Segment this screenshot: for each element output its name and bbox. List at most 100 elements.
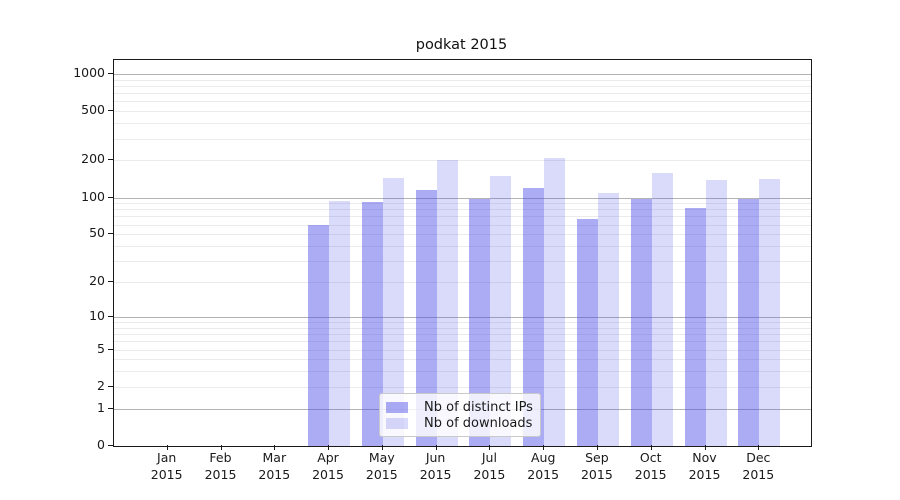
year-label: 2015 xyxy=(365,466,398,482)
month-name: Oct xyxy=(639,450,662,465)
year-label: 2015 xyxy=(688,466,721,482)
y-tick-mark xyxy=(108,110,113,112)
x-tick-mark xyxy=(596,445,598,450)
grid-line-major xyxy=(114,197,811,199)
grid-line-minor xyxy=(114,123,811,125)
y-tick-label: 20 xyxy=(89,273,105,288)
grid-line-minor xyxy=(114,371,811,373)
x-tick-label-sep: Sep 2015 xyxy=(565,450,629,483)
bar-distinct-ips-aug xyxy=(523,188,545,446)
month-name: Sep xyxy=(585,450,609,465)
legend-swatch-distinct-ips xyxy=(386,401,408,413)
bar-distinct-ips-oct xyxy=(630,198,652,446)
y-tick-mark xyxy=(108,72,113,74)
x-tick-label-may: May 2015 xyxy=(350,450,414,483)
month-name: Dec xyxy=(746,450,771,465)
month-name: Jun xyxy=(425,450,446,465)
bar-distinct-ips-jul xyxy=(469,198,491,446)
x-tick-label-mar: Mar 2015 xyxy=(242,450,306,483)
x-tick-label-apr: Apr 2015 xyxy=(296,450,360,483)
legend-label-downloads: Nb of downloads xyxy=(424,415,533,431)
year-label: 2015 xyxy=(580,466,613,482)
year-label: 2015 xyxy=(527,466,560,482)
year-label: 2015 xyxy=(312,466,344,482)
y-tick-label: 1000 xyxy=(73,64,105,80)
grid-line-minor xyxy=(114,93,811,95)
month-name: Aug xyxy=(530,450,556,465)
x-tick-mark xyxy=(704,445,706,450)
y-tick-mark xyxy=(108,407,113,409)
y-tick-mark xyxy=(108,159,113,161)
x-tick-label-feb: Feb 2015 xyxy=(189,450,253,483)
x-tick-label-jan: Jan 2015 xyxy=(135,450,199,483)
y-tick-mark xyxy=(108,196,113,198)
y-tick-label: 200 xyxy=(81,151,105,167)
x-tick-mark xyxy=(650,445,652,450)
bar-downloads-sep xyxy=(597,192,619,446)
y-tick-label: 500 xyxy=(81,102,105,118)
bar-distinct-ips-sep xyxy=(576,218,598,446)
y-tick-label: 10 xyxy=(89,307,105,323)
y-tick-label: 0 xyxy=(97,437,105,452)
bar-downloads-jul xyxy=(490,175,512,446)
month-name: Nov xyxy=(692,450,717,465)
grid-line-minor xyxy=(114,246,811,247)
y-tick-label: 2 xyxy=(97,377,105,393)
legend-item-downloads: Nb of downloads xyxy=(386,415,540,431)
grid-line-minor xyxy=(114,216,811,218)
grid-line-minor xyxy=(114,203,811,205)
bar-downloads-oct xyxy=(651,173,673,446)
grid-line-minor xyxy=(114,282,811,283)
bar-downloads-nov xyxy=(705,180,727,446)
x-tick-label-dec: Dec 2015 xyxy=(726,450,790,483)
y-tick-label: 100 xyxy=(81,188,105,204)
x-tick-mark xyxy=(489,445,491,450)
grid-line-minor xyxy=(114,138,811,140)
year-label: 2015 xyxy=(473,466,506,482)
year-label: 2015 xyxy=(258,466,291,482)
bar-downloads-jun xyxy=(436,160,458,446)
y-tick-mark xyxy=(108,315,113,317)
bar-downloads-aug xyxy=(544,157,566,446)
month-name: Feb xyxy=(209,450,232,465)
x-tick-mark xyxy=(758,445,760,450)
x-tick-mark xyxy=(274,445,276,450)
year-label: 2015 xyxy=(419,466,452,482)
grid-line-minor xyxy=(114,209,811,211)
grid-line-minor xyxy=(114,327,811,329)
bar-downloads-may xyxy=(382,178,404,446)
bar-distinct-ips-jun xyxy=(415,190,437,446)
x-tick-mark xyxy=(166,445,168,450)
year-label: 2015 xyxy=(204,466,237,482)
year-label: 2015 xyxy=(150,466,183,482)
legend: Nb of distinct IPs Nb of downloads xyxy=(379,393,541,437)
y-tick-mark xyxy=(108,385,113,387)
grid-line-minor xyxy=(114,111,811,113)
x-tick-label-jun: Jun 2015 xyxy=(404,450,468,483)
x-tick-label-nov: Nov 2015 xyxy=(673,450,737,483)
grid-line-minor xyxy=(114,261,811,263)
bar-distinct-ips-may xyxy=(361,201,383,446)
month-name: Apr xyxy=(317,450,339,465)
bar-downloads-dec xyxy=(759,179,781,446)
grid-line-minor xyxy=(114,101,811,103)
y-tick-label: 5 xyxy=(97,340,105,356)
x-tick-mark xyxy=(435,445,437,450)
plot-area xyxy=(113,59,812,447)
bar-distinct-ips-dec xyxy=(738,199,760,446)
bar-downloads-apr xyxy=(329,201,350,446)
x-tick-mark xyxy=(328,445,329,450)
grid-line-minor xyxy=(114,386,811,388)
x-tick-label-jul: Jul 2015 xyxy=(457,450,521,483)
y-tick-mark xyxy=(108,281,113,282)
legend-item-distinct-ips: Nb of distinct IPs xyxy=(386,399,540,415)
bar-distinct-ips-nov xyxy=(684,208,706,446)
year-label: 2015 xyxy=(634,466,667,482)
grid-line-minor xyxy=(114,359,811,361)
bar-distinct-ips-apr xyxy=(308,224,329,446)
grid-line-minor xyxy=(114,341,811,343)
grid-line-minor xyxy=(114,349,811,351)
month-name: Mar xyxy=(262,450,287,465)
grid-line-minor xyxy=(114,79,811,81)
month-name: May xyxy=(368,450,395,465)
